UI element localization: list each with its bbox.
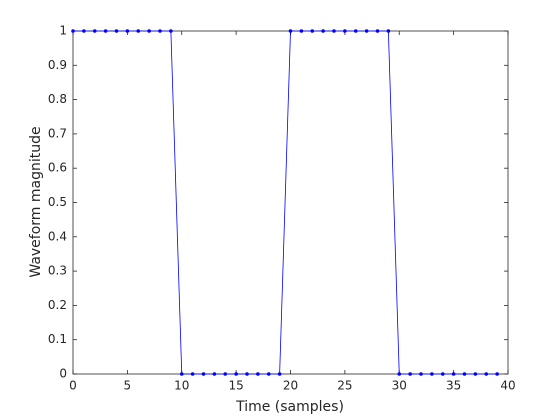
- y-tick-label: 0.8: [48, 92, 67, 106]
- marker: [462, 372, 467, 376]
- marker: [397, 372, 402, 376]
- marker: [451, 372, 456, 376]
- marker: [419, 372, 423, 376]
- marker: [125, 29, 130, 33]
- y-tick-label: 0.1: [48, 332, 67, 346]
- marker: [190, 372, 195, 376]
- marker: [288, 29, 293, 33]
- line: [73, 30, 498, 375]
- y-tick-label: 0.6: [48, 161, 67, 175]
- marker: [484, 372, 489, 376]
- x-tick-label: 35: [446, 379, 461, 393]
- marker: [277, 372, 282, 376]
- marker: [266, 372, 271, 376]
- x-tick-label: 20: [283, 379, 298, 393]
- x-tick-label: 15: [228, 379, 243, 393]
- marker: [343, 29, 347, 33]
- marker: [136, 29, 141, 33]
- x-tick-label: 30: [392, 379, 407, 393]
- marker: [353, 29, 358, 33]
- y-tick-label: 0.2: [48, 298, 67, 312]
- marker: [82, 29, 86, 33]
- marker: [92, 29, 97, 33]
- marker: [473, 372, 478, 376]
- y-tick-label: 0.9: [48, 58, 67, 72]
- x-tick-label: 40: [500, 379, 515, 393]
- marker: [103, 29, 108, 33]
- y-tick-label: 1: [59, 24, 67, 38]
- marker: [169, 29, 173, 33]
- marker: [332, 29, 336, 33]
- x-tick-label: 10: [174, 379, 189, 393]
- marker: [223, 372, 228, 376]
- marker: [495, 372, 499, 376]
- axes-box: [72, 30, 509, 375]
- y-axis-label: Waveform magnitude: [28, 126, 44, 277]
- marker: [114, 29, 119, 33]
- x-tick-label: 25: [337, 379, 352, 393]
- x-axis-label: Time (samples): [235, 399, 344, 415]
- marker: [321, 29, 325, 33]
- marker: [234, 372, 238, 376]
- marker: [179, 372, 184, 376]
- marker: [440, 372, 445, 376]
- x-tick-label: 5: [124, 379, 132, 393]
- marker: [256, 372, 260, 376]
- marker: [71, 29, 75, 33]
- marker: [201, 372, 206, 376]
- marker: [245, 372, 249, 376]
- marker: [147, 29, 151, 33]
- marker: [299, 29, 304, 33]
- marker: [158, 29, 162, 33]
- y-tick-label: 0.3: [48, 264, 67, 278]
- marker: [310, 29, 315, 33]
- y-tick-label: 0.7: [48, 126, 67, 140]
- y-tick-label: 0.5: [48, 195, 67, 209]
- y-tick-label: 0: [59, 367, 67, 381]
- marker: [408, 372, 412, 376]
- y-tick-label: 0.4: [48, 229, 67, 243]
- marker: [430, 372, 434, 376]
- marker: [212, 372, 217, 376]
- marker: [364, 29, 369, 33]
- marker: [375, 29, 380, 33]
- marker: [386, 29, 391, 33]
- x-tick-label: 0: [69, 379, 77, 393]
